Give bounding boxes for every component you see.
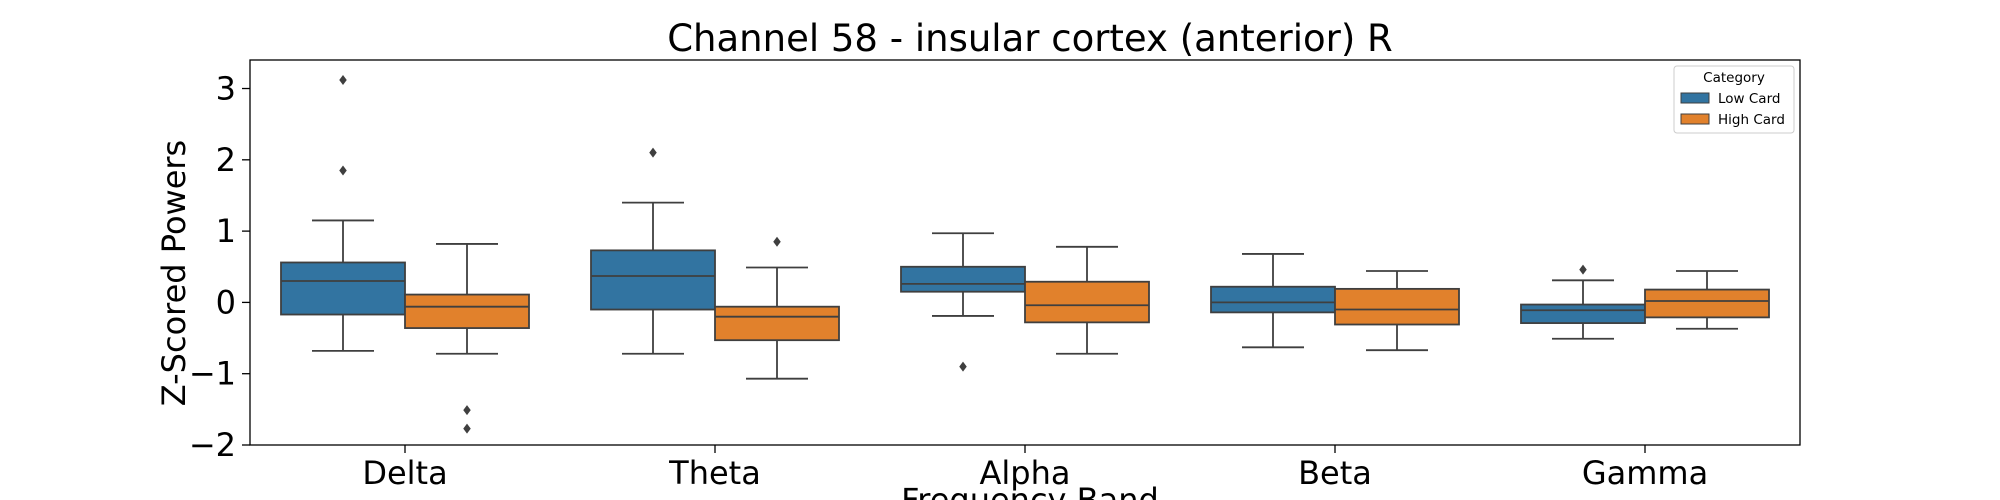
plot-area: [280, 74, 1770, 434]
box-low-card-beta: [1210, 253, 1336, 349]
box-high-card-beta: [1334, 270, 1460, 352]
legend-swatch-low-card: [1680, 92, 1710, 104]
x-axis-label: Frequency Band: [901, 481, 1159, 500]
iqr-box: [714, 305, 840, 342]
iqr-box: [404, 293, 530, 329]
outlier-point: [339, 165, 347, 176]
chart-title: Channel 58 - insular cortex (anterior) R: [667, 17, 1393, 60]
x-tick-label-theta: Theta: [668, 454, 761, 492]
outlier-point: [773, 236, 781, 247]
x-tick-label-beta: Beta: [1298, 454, 1372, 492]
y-tick-label: −1: [189, 355, 236, 393]
iqr-box: [590, 249, 716, 311]
box-low-card-alpha: [900, 232, 1026, 372]
legend-label-high-card: High Card: [1718, 112, 1785, 128]
outlier-point: [463, 405, 471, 416]
iqr-box: [900, 265, 1026, 293]
y-tick-label: 0: [216, 283, 236, 321]
box-high-card-delta: [404, 243, 530, 434]
legend: Category Low Card High Card: [1673, 65, 1795, 134]
outlier-point: [463, 423, 471, 434]
plot-frame: [249, 59, 1801, 446]
iqr-box: [1520, 303, 1646, 324]
y-axis-label: Z-Scored Powers: [155, 140, 193, 406]
box-high-card-theta: [714, 236, 840, 380]
box-high-card-gamma: [1644, 270, 1770, 330]
legend-swatch-high-card: [1680, 113, 1710, 125]
iqr-box: [1024, 280, 1150, 324]
box-low-card-delta: [280, 74, 406, 352]
legend-title: Category: [1703, 70, 1765, 86]
legend-label-low-card: Low Card: [1718, 91, 1780, 107]
outlier-point: [339, 74, 347, 85]
y-tick-label: 1: [216, 212, 236, 250]
iqr-box: [280, 261, 406, 316]
iqr-box: [1334, 287, 1460, 326]
y-tick-label: −2: [189, 426, 236, 464]
box-low-card-theta: [590, 147, 716, 355]
y-tick-label: 2: [216, 141, 236, 179]
box-low-card-gamma: [1520, 264, 1646, 340]
outlier-point: [959, 361, 967, 372]
box-high-card-alpha: [1024, 245, 1150, 355]
x-tick-label-alpha: Alpha: [980, 454, 1071, 492]
x-tick-label-delta: Delta: [362, 454, 447, 492]
outlier-point: [1579, 264, 1587, 275]
y-tick-label: 3: [216, 70, 236, 108]
x-tick-label-gamma: Gamma: [1582, 454, 1708, 492]
iqr-box: [1210, 285, 1336, 314]
outlier-point: [649, 147, 657, 158]
iqr-box: [1644, 288, 1770, 319]
